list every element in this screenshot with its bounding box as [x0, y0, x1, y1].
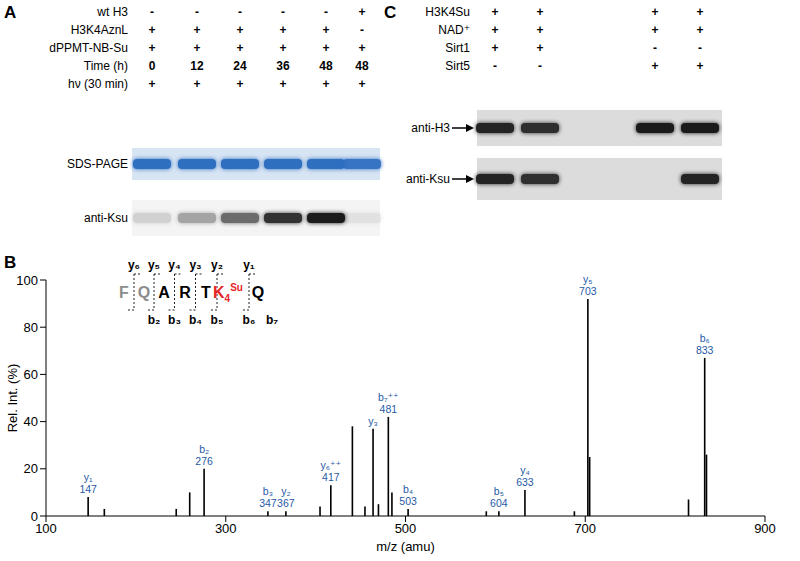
svg-text:633: 633: [516, 476, 534, 488]
svg-text:y₆⁺⁺: y₆⁺⁺: [321, 459, 342, 471]
html-text:0: 0: [148, 59, 156, 73]
svg-text:40: 40: [24, 414, 38, 429]
svg-text:b₅: b₅: [494, 485, 504, 497]
svg-text:y₁: y₁: [84, 471, 93, 483]
svg-text:347: 347: [259, 497, 277, 509]
html-text:36: 36: [276, 59, 290, 73]
html-text:Time (h): Time (h): [83, 59, 128, 73]
svg-text:703: 703: [579, 285, 597, 297]
svg-text:900: 900: [754, 521, 776, 536]
svg-text:Q: Q: [252, 284, 264, 301]
html-text:m/z (amu): m/z (amu): [376, 538, 435, 554]
svg-text:F: F: [119, 284, 129, 301]
svg-text:503: 503: [399, 495, 417, 507]
svg-text:b₇⁺⁺: b₇⁺⁺: [378, 391, 399, 403]
svg-text:y₄: y₄: [520, 464, 530, 476]
html-text:12: 12: [190, 59, 204, 73]
html-text:C: C: [384, 2, 397, 22]
html-text:anti-Ksu: anti-Ksu: [84, 211, 128, 225]
svg-text:b₇: b₇: [266, 313, 278, 327]
svg-text:367: 367: [277, 497, 295, 509]
svg-text:100: 100: [16, 273, 38, 288]
html-text:SDS-PAGE: SDS-PAGE: [66, 157, 128, 171]
svg-text:y₃: y₃: [189, 258, 201, 272]
svg-text:417: 417: [322, 471, 340, 483]
svg-text:R: R: [179, 284, 191, 301]
html-text:48: 48: [319, 59, 333, 73]
svg-text:300: 300: [215, 521, 237, 536]
svg-text:b₂: b₂: [148, 313, 161, 327]
svg-text:y₂: y₂: [281, 485, 290, 497]
svg-text:700: 700: [574, 521, 596, 536]
html-text:B: B: [4, 252, 17, 272]
svg-text:80: 80: [24, 320, 38, 335]
svg-text:604: 604: [490, 497, 508, 509]
svg-text:0: 0: [31, 509, 38, 524]
html-text:NAD⁺: NAD⁺: [438, 23, 470, 37]
svg-text:T: T: [201, 284, 211, 301]
svg-text:b₂: b₂: [199, 443, 209, 455]
svg-text:b₃: b₃: [263, 485, 273, 497]
svg-text:Q: Q: [138, 284, 150, 301]
svg-text:b₆: b₆: [700, 332, 710, 344]
svg-text:y₁: y₁: [243, 258, 255, 272]
html-text:anti-Ksu: anti-Ksu: [406, 172, 450, 186]
svg-text:60: 60: [24, 367, 38, 382]
svg-text:y₆: y₆: [128, 258, 140, 272]
svg-text:500: 500: [395, 521, 417, 536]
html-text:48: 48: [355, 59, 369, 73]
svg-text:481: 481: [380, 403, 398, 415]
svg-text:b₅: b₅: [211, 313, 224, 327]
svg-text:b₆: b₆: [243, 313, 256, 327]
svg-text:147: 147: [79, 483, 97, 495]
html-text:hν (30 min): hν (30 min): [68, 77, 128, 91]
svg-text:K4Su: K4Su: [213, 282, 243, 304]
html-text:dPPMT-NB-Su: dPPMT-NB-Su: [49, 41, 128, 55]
html-text:Sirt5: Sirt5: [445, 59, 470, 73]
svg-text:100: 100: [35, 521, 57, 536]
svg-text:A: A: [158, 284, 170, 301]
html-text:anti-H3: anti-H3: [411, 121, 450, 135]
svg-text:y₅: y₅: [148, 258, 160, 272]
html-text:24: 24: [233, 59, 247, 73]
html-text:wt H3: wt H3: [97, 5, 128, 19]
html-text:A: A: [4, 2, 17, 22]
svg-text:y₃: y₃: [368, 415, 378, 427]
html-text:H3K4Su: H3K4Su: [425, 5, 470, 19]
svg-text:b₄: b₄: [189, 313, 202, 327]
svg-text:20: 20: [24, 461, 38, 476]
svg-text:833: 833: [696, 344, 714, 356]
svg-text:y₂: y₂: [211, 258, 223, 272]
html-text:Rel. Int. (%): Rel. Int. (%): [4, 363, 20, 433]
html-text:Sirt1: Sirt1: [445, 41, 470, 55]
svg-text:b₄: b₄: [403, 483, 413, 495]
svg-text:b₃: b₃: [168, 313, 181, 327]
svg-text:y₅: y₅: [583, 273, 592, 285]
html-text:H3K4AznL: H3K4AznL: [70, 23, 128, 37]
svg-text:276: 276: [195, 455, 213, 467]
svg-text:y₄: y₄: [168, 258, 181, 272]
